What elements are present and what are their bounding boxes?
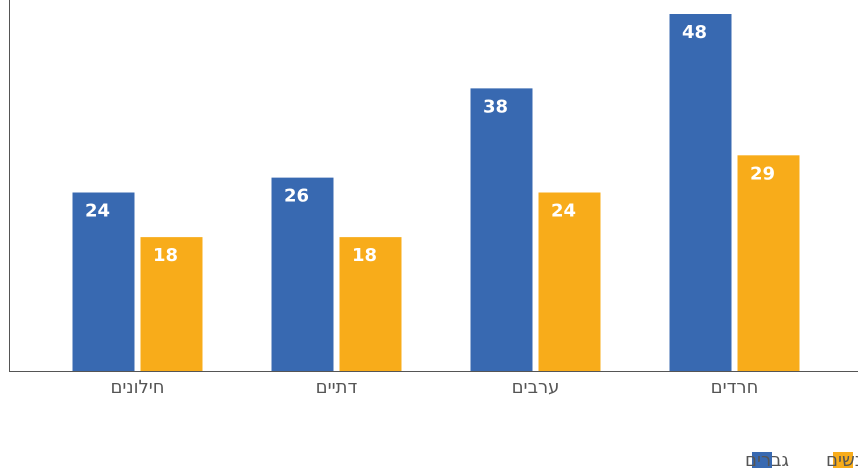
bar <box>339 237 402 371</box>
value-label: 24 <box>551 201 576 222</box>
x-tick-label: ערבים <box>512 377 560 398</box>
value-label: 29 <box>750 163 775 184</box>
legend-label: גברים <box>745 450 789 470</box>
value-label: 38 <box>483 96 508 117</box>
bar <box>669 14 732 371</box>
bar <box>72 192 135 371</box>
value-label: 18 <box>153 245 178 266</box>
value-label: 18 <box>352 245 377 266</box>
x-tick-label: דתיים <box>316 377 358 398</box>
value-label: 48 <box>682 22 707 43</box>
legend-swatch <box>752 452 772 468</box>
legend-swatch <box>833 452 853 468</box>
bar <box>140 237 203 371</box>
x-tick-label: חרדים <box>711 377 759 398</box>
bar <box>271 177 334 371</box>
value-label: 24 <box>85 201 110 222</box>
x-tick-label: חילונים <box>110 377 164 398</box>
bar <box>538 192 601 371</box>
legend-label: נשים <box>826 450 858 470</box>
value-label: 26 <box>284 186 309 207</box>
bar <box>737 155 800 371</box>
bar <box>470 88 533 371</box>
